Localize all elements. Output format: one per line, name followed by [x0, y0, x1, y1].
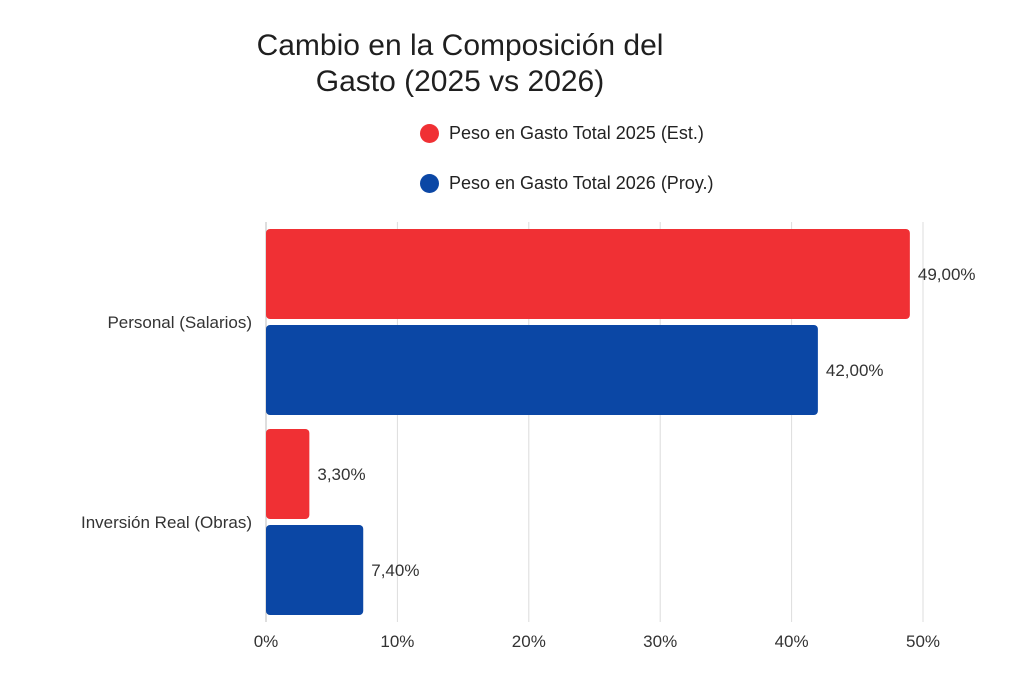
legend-label-2025: Peso en Gasto Total 2025 (Est.) — [449, 122, 704, 143]
x-tick-label-20: 20% — [512, 632, 546, 651]
legend-marker-2025 — [420, 123, 439, 143]
x-tick-label-50: 50% — [906, 632, 940, 651]
bar-0-1 — [266, 325, 818, 415]
legend-item-2026: Peso en Gasto Total 2026 (Proy.) — [420, 170, 713, 196]
data-label-1-1: 7,40% — [371, 561, 419, 580]
x-tick-label-30: 30% — [643, 632, 677, 651]
legend: Peso en Gasto Total 2025 (Est.) Peso en … — [420, 120, 713, 220]
data-label-1-0: 3,30% — [317, 465, 365, 484]
x-tick-label-10: 10% — [380, 632, 414, 651]
x-tick-label-40: 40% — [775, 632, 809, 651]
legend-marker-2026 — [420, 173, 439, 193]
legend-label-2026: Peso en Gasto Total 2026 (Proy.) — [449, 172, 714, 193]
legend-item-2025: Peso en Gasto Total 2025 (Est.) — [420, 120, 713, 146]
category-label-1: Inversión Real (Obras) — [81, 513, 252, 532]
bar-1-1 — [266, 525, 364, 615]
chart-title: Cambio en la Composición del Gasto (2025… — [256, 29, 664, 98]
x-tick-label-0: 0% — [254, 632, 279, 651]
bar-1-0 — [266, 429, 310, 519]
data-label-0-0: 49,00% — [918, 265, 976, 284]
bar-0-0 — [266, 229, 910, 319]
category-label-0: Personal (Salarios) — [107, 313, 252, 332]
data-label-0-1: 42,00% — [826, 361, 884, 380]
